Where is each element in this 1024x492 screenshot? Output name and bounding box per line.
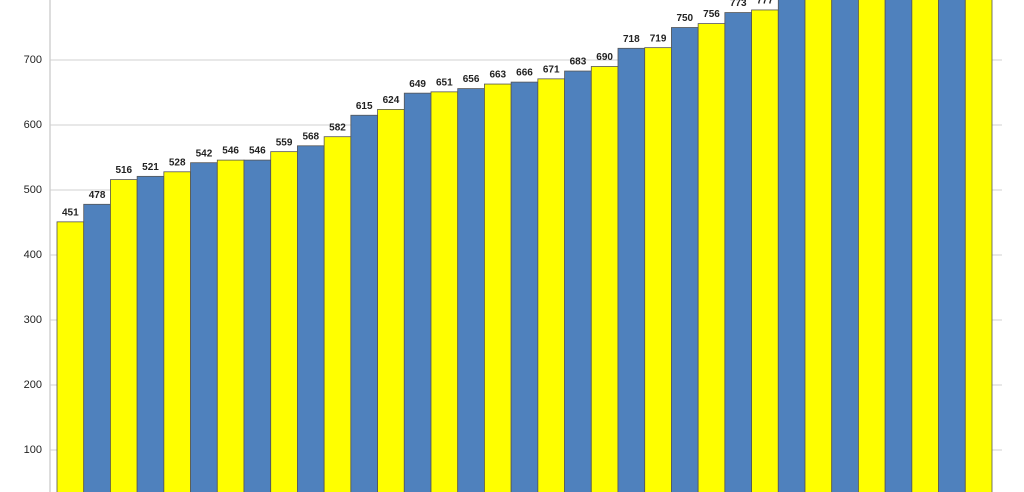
bar [163,171,191,492]
value-label: 546 [249,146,266,157]
bar [617,47,646,492]
value-label: 671 [543,64,560,75]
value-label: 777 [757,0,774,7]
bar [110,179,138,492]
bar [831,0,859,492]
bar [190,162,218,492]
bar [777,0,806,492]
bar [671,27,699,492]
value-label: 719 [650,33,667,44]
value-label: 521 [142,162,159,173]
bar [403,92,432,492]
value-label: 663 [489,70,506,81]
value-label: 773 [730,0,747,9]
bar [484,83,512,492]
y-tick-label: 500 [24,184,42,196]
bar [457,88,485,492]
bar [724,12,752,492]
bar [510,81,539,492]
bar [350,114,378,492]
bar [911,0,939,492]
value-label: 718 [623,34,640,45]
value-label: 750 [676,13,693,24]
y-tick-label: 200 [24,379,42,391]
value-label: 690 [596,52,613,63]
value-label: 649 [409,79,426,90]
bar [430,91,459,492]
bar [938,0,966,492]
y-tick-label: 100 [24,444,42,456]
value-label: 546 [222,146,239,157]
bar [216,159,245,492]
bar [83,203,111,492]
bar [323,136,352,492]
bar [644,47,672,492]
value-label: 624 [383,95,400,106]
value-label: 756 [703,9,720,20]
bar [751,9,779,492]
y-tick-label: 400 [24,249,42,261]
value-label: 559 [276,137,293,148]
value-label: 516 [115,165,132,176]
bar [56,221,85,492]
value-label: 656 [463,74,480,85]
value-label: 528 [169,157,186,168]
value-label: 542 [196,148,213,159]
value-label: 683 [570,57,587,68]
bar [804,0,833,492]
value-label: 478 [89,190,106,201]
bar [243,159,272,492]
bar [297,145,325,492]
bar [537,78,565,492]
bar [590,66,619,492]
value-label: 651 [436,77,453,88]
bar [136,175,165,492]
value-label: 582 [329,122,346,133]
y-tick-label: 600 [24,119,42,131]
y-tick-label: 700 [24,54,42,66]
bar [858,0,886,492]
value-label: 451 [62,207,79,218]
y-tick-label: 300 [24,314,42,326]
value-label: 568 [302,131,319,142]
bar [377,109,405,492]
value-label: 666 [516,68,533,79]
bar [564,70,592,492]
bar [964,0,993,492]
bar [697,23,726,492]
bar [884,0,913,492]
bar [270,151,298,492]
value-label: 615 [356,101,373,112]
